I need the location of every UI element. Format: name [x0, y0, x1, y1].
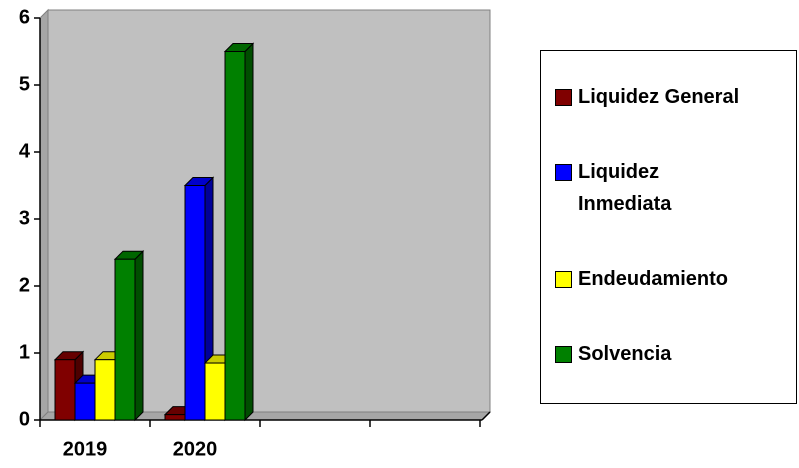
legend-label: Solvencia — [578, 342, 672, 365]
bar-side — [134, 249, 144, 422]
x-axis-depth — [481, 411, 491, 421]
y-tick-label: 5 — [19, 73, 30, 95]
legend-swatch — [555, 163, 572, 181]
bar-front — [54, 359, 76, 421]
bar-front — [94, 359, 116, 421]
x-tick-label: 2019 — [63, 438, 108, 460]
bar-front — [114, 258, 136, 421]
bar-front — [204, 362, 226, 421]
bar — [223, 42, 255, 422]
y-tick-label: 6 — [19, 6, 30, 28]
legend-entry: Endeudamiento — [555, 267, 796, 295]
bar-front — [74, 382, 96, 421]
bar-front — [224, 51, 246, 421]
chart: 0 1 2 3 4 5 6 2019 2020 — [19, 6, 492, 460]
side-wall — [39, 8, 49, 422]
bar-front — [184, 185, 206, 421]
legend-entry: Liquidez General — [555, 85, 796, 113]
bar — [113, 249, 145, 422]
y-tick-label: 4 — [19, 140, 31, 162]
y-tick-label: 1 — [19, 341, 30, 363]
x-tick-label: 2020 — [173, 438, 218, 460]
y-tick-label: 3 — [19, 207, 30, 229]
bar-front — [164, 414, 186, 421]
y-tick-label: 2 — [19, 274, 30, 296]
legend-swatch — [555, 88, 572, 106]
legend-swatch — [555, 270, 572, 288]
y-tick-label: 0 — [19, 408, 30, 430]
legend-label: Liquidez General — [578, 85, 740, 108]
bar-side — [244, 42, 254, 422]
legend-swatch — [555, 345, 572, 363]
legend-entry: Liquidez Inmediata — [555, 160, 796, 220]
legend-entry: Solvencia — [555, 342, 796, 370]
legend-label: Liquidez Inmediata — [578, 160, 672, 215]
legend: Liquidez General Liquidez Inmediata Endeud… — [540, 50, 797, 404]
legend-label: Endeudamiento — [578, 267, 729, 290]
